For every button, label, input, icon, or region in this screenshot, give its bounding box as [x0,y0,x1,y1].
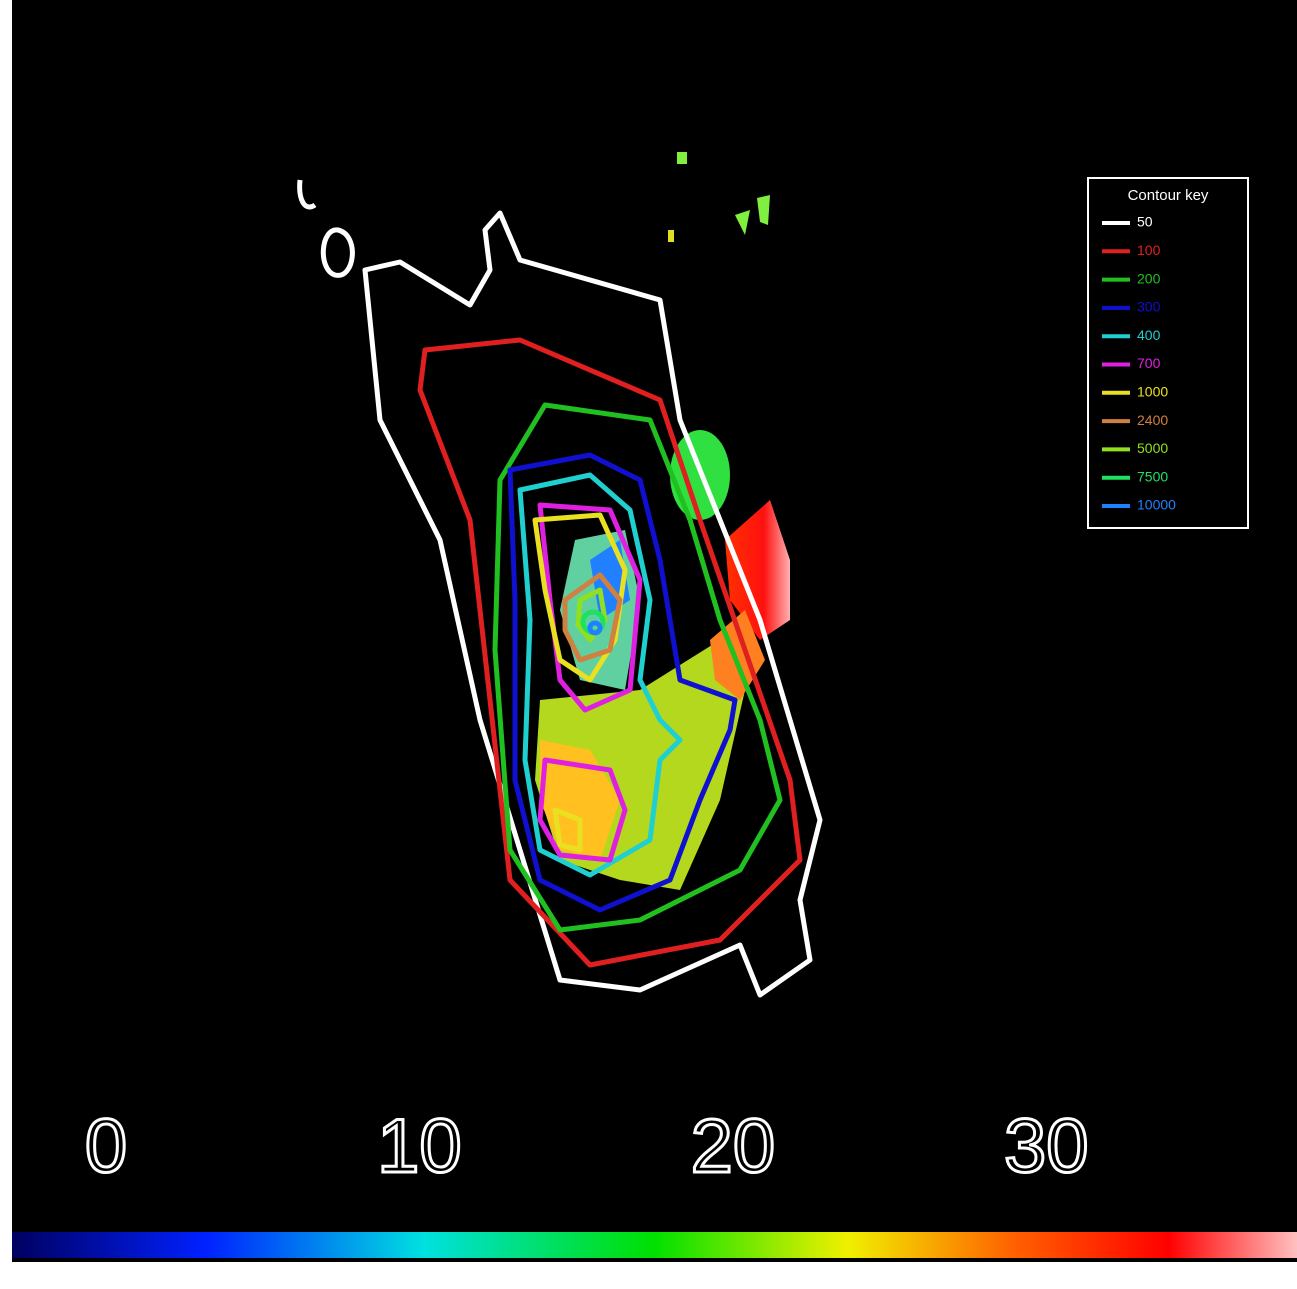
legend-title: Contour key [1128,187,1209,204]
legend-label: 5000 [1137,440,1168,456]
legend-label: 200 [1137,270,1161,286]
colorbar [12,1232,1297,1258]
legend-label: 400 [1137,327,1161,343]
colorbar-tick-label: 20 [691,1104,776,1189]
legend-label: 300 [1137,299,1161,315]
colorbar-tick-label: 10 [377,1104,462,1189]
chart: Contour key 5010020030040070010002400500… [0,0,1297,1289]
legend-label: 50 [1137,214,1153,230]
legend-label: 7500 [1137,468,1168,484]
legend: Contour key 50 100 200 300 400 700 1000 2400 500… [1088,178,1248,528]
legend-label: 700 [1137,355,1161,371]
colorbar-tick-label: 30 [1004,1104,1089,1189]
legend-label: 10000 [1137,497,1176,513]
legend-label: 1000 [1137,384,1168,400]
legend-label: 100 [1137,242,1161,258]
colorbar-tick-label: 0 [85,1104,127,1189]
legend-label: 2400 [1137,412,1168,428]
